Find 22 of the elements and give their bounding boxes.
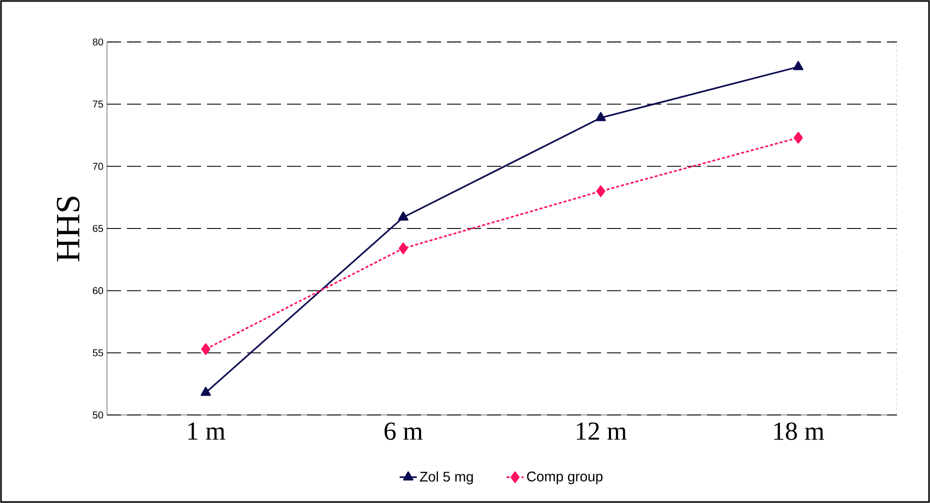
x-tick-label: 6 m — [384, 422, 423, 440]
point — [596, 112, 606, 122]
y-tick-label: 50 — [92, 411, 104, 419]
legend-label: Comp group — [527, 472, 602, 484]
y-tick-label: 75 — [92, 100, 104, 108]
y-tick-label: 60 — [92, 287, 104, 294]
point — [793, 61, 804, 70]
x-tick-label: 12 m — [576, 422, 627, 440]
y-tick-label: 70 — [92, 162, 104, 170]
y-axis-title: HHS — [56, 196, 80, 262]
point — [200, 386, 211, 396]
point — [201, 343, 210, 355]
point — [596, 185, 606, 197]
x-tick-label: 18 m — [774, 422, 824, 440]
y-tick-label: 55 — [92, 349, 104, 356]
y-tick-label: 80 — [92, 38, 104, 46]
point — [794, 132, 803, 144]
y-tick-label: 65 — [92, 224, 104, 232]
x-tick-label: 1 m — [188, 422, 226, 440]
point — [398, 242, 408, 254]
point — [398, 212, 408, 221]
legend-label: Zol 5 mg — [420, 471, 473, 484]
